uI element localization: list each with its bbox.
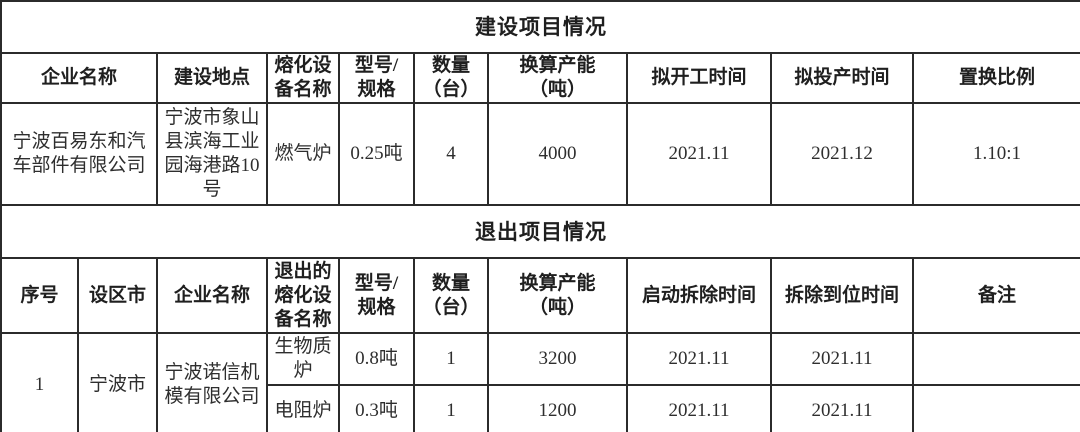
s2-cell-company: 宁波诺信机模有限公司 <box>156 332 268 432</box>
s2-header-quantity: 数量 （台） <box>413 257 489 334</box>
section1-data-row: 宁波百易东和汽车部件有限公司 宁波市象山县滨海工业园海港路10号 燃气炉 0.2… <box>0 102 1080 206</box>
s1-header-planned-start: 拟开工时间 <box>626 52 772 104</box>
s2-cell-quantity-1: 1 <box>413 332 489 386</box>
s2-cell-capacity-2: 1200 <box>487 384 628 432</box>
s1-header-planned-production: 拟投产时间 <box>770 52 914 104</box>
s2-cell-note-1 <box>912 332 1080 386</box>
s1-header-equipment: 熔化设 备名称 <box>266 52 340 104</box>
section2-data-row-2: 电阻炉 0.3吨 1 1200 2021.11 2021.11 <box>1 384 1080 432</box>
s2-cell-equipment-2: 电阻炉 <box>266 384 340 432</box>
s1-cell-capacity: 4000 <box>487 102 628 206</box>
s2-header-seq: 序号 <box>0 257 79 334</box>
section2-header-row: 序号 设区市 企业名称 退出的 熔化设 备名称 型号/ 规格 数量 （台） 换算… <box>0 257 1080 334</box>
section1-title-row: 建设项目情况 <box>0 0 1080 54</box>
s1-cell-company: 宁波百易东和汽车部件有限公司 <box>0 102 158 206</box>
s2-cell-quantity-2: 1 <box>413 384 489 432</box>
section1-header-row: 企业名称 建设地点 熔化设 备名称 型号/ 规格 数量 （台） 换算产能 （吨）… <box>0 52 1080 104</box>
s1-cell-address: 宁波市象山县滨海工业园海港路10号 <box>156 102 268 206</box>
section2-data-row-1: 1 宁波市 宁波诺信机模有限公司 生物质炉 0.8吨 1 3200 2021.1… <box>0 332 1080 432</box>
s2-cell-demolition-start-1: 2021.11 <box>626 332 772 386</box>
s2-cell-city: 宁波市 <box>77 332 158 432</box>
s2-cell-note-2 <box>912 384 1080 432</box>
s2-header-company: 企业名称 <box>156 257 268 334</box>
s2-cell-demolition-done-1: 2021.11 <box>770 332 914 386</box>
s2-header-demolition-start: 启动拆除时间 <box>626 257 772 334</box>
s1-cell-planned-production: 2021.12 <box>770 102 914 206</box>
s1-header-spec: 型号/ 规格 <box>338 52 415 104</box>
s1-cell-spec: 0.25吨 <box>338 102 415 206</box>
s2-header-spec: 型号/ 规格 <box>338 257 415 334</box>
s2-header-exited-equipment: 退出的 熔化设 备名称 <box>266 257 340 334</box>
section2-title: 退出项目情况 <box>0 204 1080 259</box>
s1-header-capacity: 换算产能 （吨） <box>487 52 628 104</box>
section1-title: 建设项目情况 <box>0 0 1080 54</box>
s2-header-demolition-done: 拆除到位时间 <box>770 257 914 334</box>
s1-header-company: 企业名称 <box>0 52 158 104</box>
s2-cell-capacity-1: 3200 <box>487 332 628 386</box>
s2-cell-seq: 1 <box>0 332 79 432</box>
s2-header-capacity: 换算产能 （吨） <box>487 257 628 334</box>
s2-cell-demolition-start-2: 2021.11 <box>626 384 772 432</box>
s1-cell-equipment: 燃气炉 <box>266 102 340 206</box>
section2-title-row: 退出项目情况 <box>0 204 1080 259</box>
s2-header-note: 备注 <box>912 257 1080 334</box>
s1-cell-replacement-ratio: 1.10:1 <box>912 102 1080 206</box>
s2-cell-demolition-done-2: 2021.11 <box>770 384 914 432</box>
s1-header-quantity: 数量 （台） <box>413 52 489 104</box>
s2-header-city: 设区市 <box>77 257 158 334</box>
s1-header-address: 建设地点 <box>156 52 268 104</box>
s2-cell-spec-2: 0.3吨 <box>338 384 415 432</box>
s1-header-replacement-ratio: 置换比例 <box>912 52 1080 104</box>
s2-cell-equipment-1: 生物质炉 <box>266 332 340 386</box>
s1-cell-quantity: 4 <box>413 102 489 206</box>
s2-cell-spec-1: 0.8吨 <box>338 332 415 386</box>
s1-cell-planned-start: 2021.11 <box>626 102 772 206</box>
